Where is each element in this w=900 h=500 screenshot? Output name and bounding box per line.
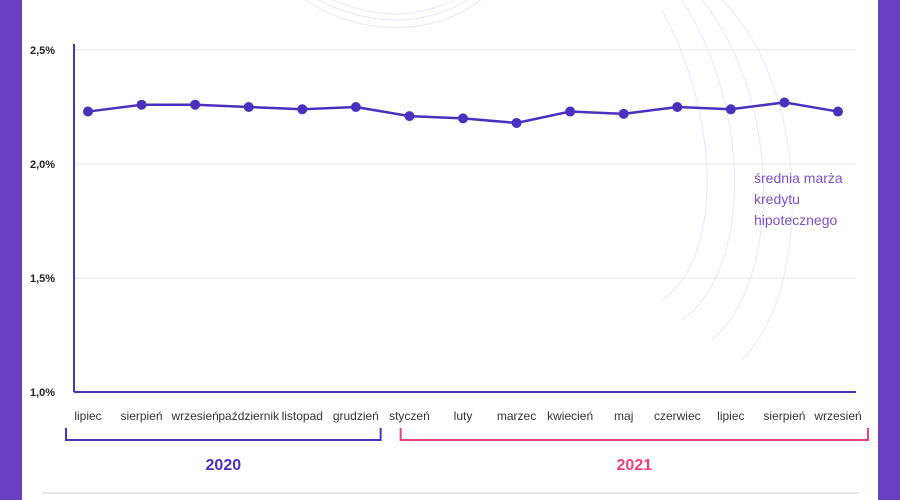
data-point	[404, 111, 415, 122]
year-label: 2020	[206, 457, 242, 474]
annotation-line: średnia marża	[754, 170, 843, 186]
x-tick-label: listopad	[282, 409, 323, 423]
data-point	[672, 102, 683, 112]
data-points	[83, 97, 843, 128]
background-decoration	[304, 0, 793, 361]
data-point	[136, 99, 147, 110]
year-bracket	[65, 428, 382, 441]
year-bracket	[399, 428, 869, 441]
x-tick-label: październik	[218, 409, 280, 423]
data-point	[350, 102, 361, 112]
x-tick-label: marzec	[497, 409, 536, 423]
x-tick-label: styczeń	[389, 409, 430, 423]
x-tick-label: lipiec	[717, 409, 744, 423]
x-axis-month-labels: lipiec sierpień wrzesień październik listopa…	[74, 409, 861, 423]
data-point	[83, 106, 93, 117]
x-tick-label: wrzesień	[813, 409, 861, 423]
data-point	[833, 106, 843, 117]
data-point	[725, 104, 736, 115]
x-tick-label: czerwiec	[654, 409, 701, 423]
data-point	[618, 108, 629, 119]
annotation: średnia marża kredytu hipotecznego	[754, 170, 843, 228]
data-point	[779, 97, 790, 108]
year-label: 2021	[617, 457, 653, 474]
x-tick-label: kwiecień	[547, 409, 593, 423]
y-tick-label: 2,5%	[30, 45, 55, 57]
y-tick-label: 1,5%	[30, 273, 55, 285]
data-point	[458, 113, 468, 124]
x-tick-label: sierpień	[763, 409, 805, 423]
data-point	[565, 106, 576, 117]
y-tick-label: 2,0%	[30, 159, 55, 171]
annotation-line: kredytu	[754, 191, 800, 207]
x-tick-label: lipiec	[74, 409, 101, 423]
x-tick-label: sierpień	[121, 409, 163, 423]
x-tick-label: wrzesień	[170, 409, 218, 423]
x-tick-label: maj	[614, 409, 633, 423]
y-tick-label: 1,0%	[30, 387, 55, 399]
grid	[74, 49, 856, 279]
x-tick-label: grudzień	[333, 409, 379, 423]
data-point	[297, 104, 308, 115]
x-tick-label: luty	[454, 409, 473, 423]
data-point	[511, 117, 522, 128]
data-point	[190, 99, 201, 110]
data-point	[243, 102, 254, 112]
y-axis-ticks: 2,5% 2,0% 1,5% 1,0%	[30, 45, 55, 399]
line-chart: 2,5%2,0%1,5%1,0% lipiec sierpień wrzesień p…	[30, 44, 869, 494]
chart-card: 2,5% 2,0% 1,5% 1,0% lipiec sierpień wrzesień p…	[22, 0, 878, 500]
annotation-line: hipotecznego	[754, 212, 838, 228]
year-brackets: 2020 2021	[65, 428, 869, 474]
